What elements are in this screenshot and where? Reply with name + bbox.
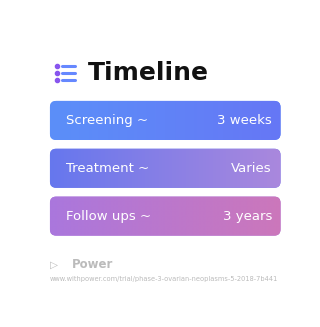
Text: 3 weeks: 3 weeks [217,114,272,127]
FancyBboxPatch shape [50,101,281,140]
Text: Treatment ~: Treatment ~ [66,162,149,175]
Text: Screening ~: Screening ~ [66,114,148,127]
Text: Power: Power [72,258,114,271]
Text: Timeline: Timeline [88,61,209,85]
Text: 3 years: 3 years [222,210,272,223]
Text: Follow ups ~: Follow ups ~ [66,210,151,223]
Text: ▷: ▷ [50,260,58,269]
FancyBboxPatch shape [50,149,281,188]
FancyBboxPatch shape [50,197,281,236]
Text: Varies: Varies [231,162,272,175]
Text: www.withpower.com/trial/phase-3-ovarian-neoplasms-5-2018-7b441: www.withpower.com/trial/phase-3-ovarian-… [50,276,278,282]
